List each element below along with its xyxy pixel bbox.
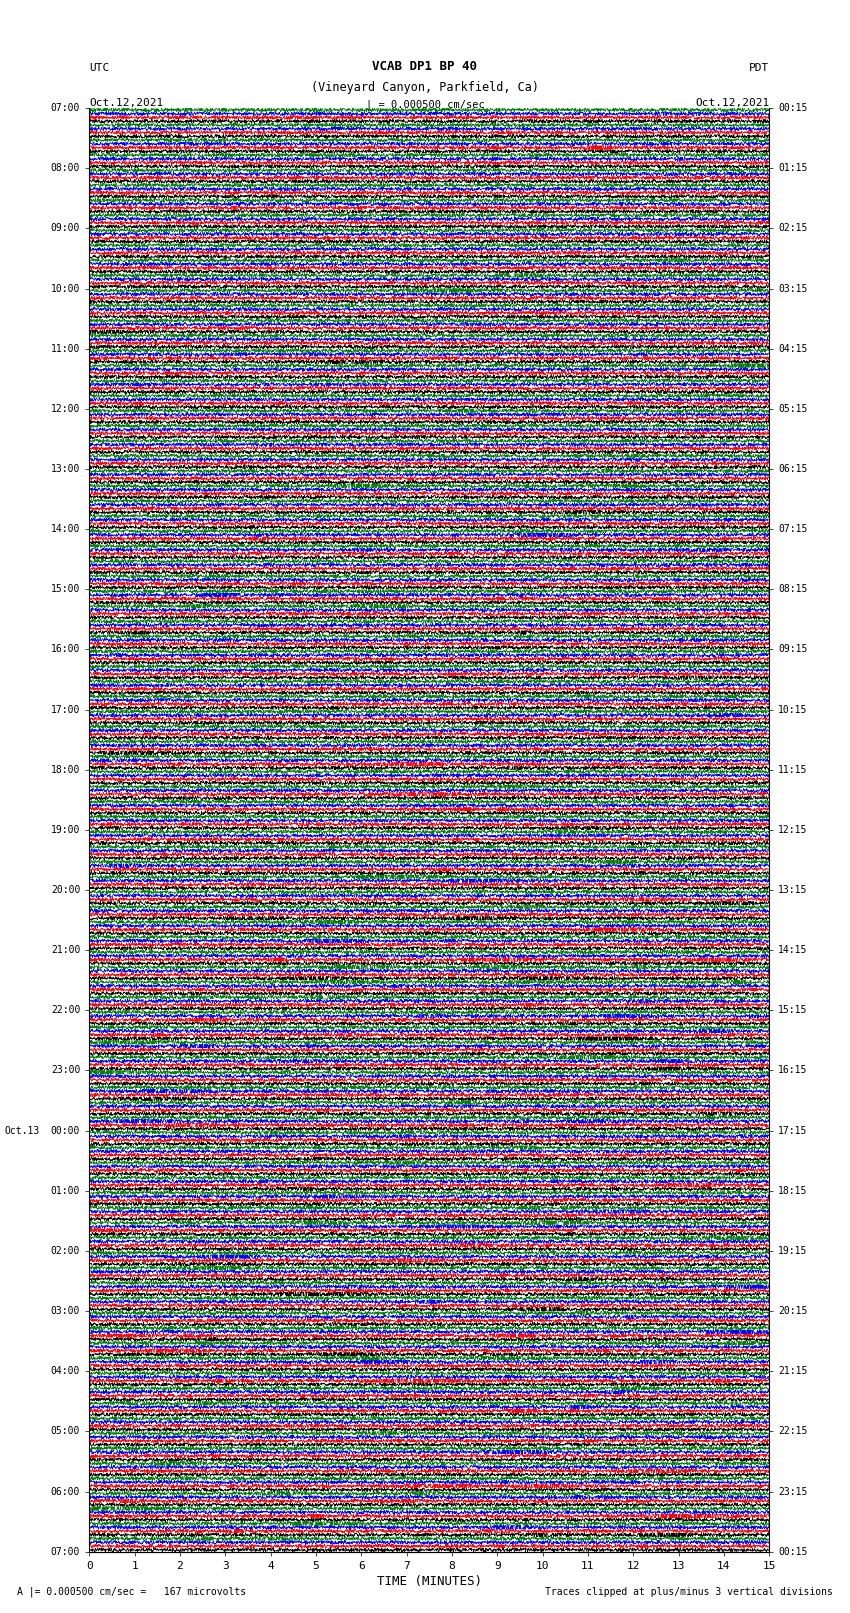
Text: Oct.13: Oct.13 (4, 1126, 39, 1136)
Text: Oct.12,2021: Oct.12,2021 (89, 98, 163, 108)
Text: PDT: PDT (749, 63, 769, 73)
X-axis label: TIME (MINUTES): TIME (MINUTES) (377, 1574, 482, 1587)
Text: A |= 0.000500 cm/sec =   167 microvolts: A |= 0.000500 cm/sec = 167 microvolts (17, 1586, 246, 1597)
Text: Traces clipped at plus/minus 3 vertical divisions: Traces clipped at plus/minus 3 vertical … (545, 1587, 833, 1597)
Text: UTC: UTC (89, 63, 110, 73)
Text: | = 0.000500 cm/sec: | = 0.000500 cm/sec (366, 100, 484, 111)
Text: Oct.12,2021: Oct.12,2021 (695, 98, 769, 108)
Text: (Vineyard Canyon, Parkfield, Ca): (Vineyard Canyon, Parkfield, Ca) (311, 81, 539, 94)
Text: VCAB DP1 BP 40: VCAB DP1 BP 40 (372, 60, 478, 73)
